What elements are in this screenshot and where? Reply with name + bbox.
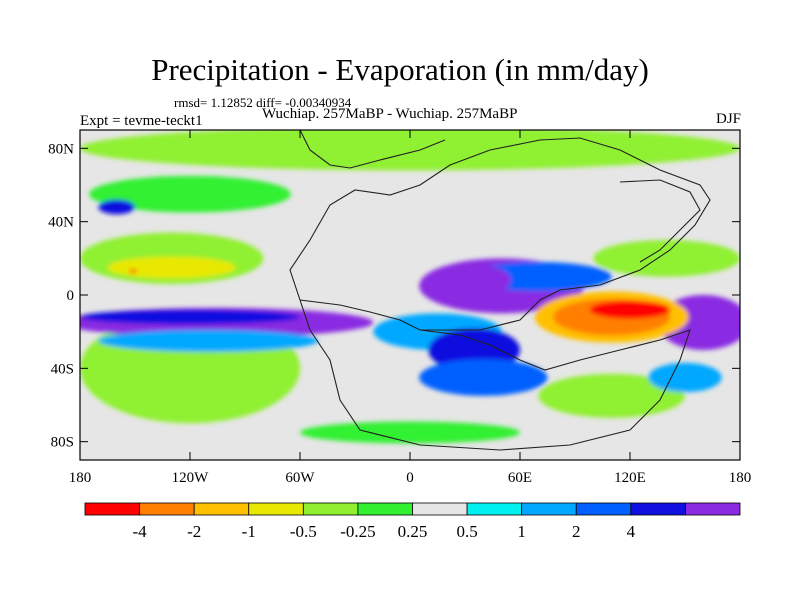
y-tick-label-0: 80N xyxy=(48,141,74,157)
colorbar-box-11 xyxy=(685,502,741,516)
y-axis: 80N 40N 0 40S 80S xyxy=(48,141,740,451)
field-region-6 xyxy=(593,240,740,277)
colorbar-box-6 xyxy=(412,502,468,516)
colorbar-box-3 xyxy=(248,502,304,516)
field-region-1 xyxy=(89,175,291,213)
expt-label: Expt = tevme-teckt1 xyxy=(80,113,203,129)
y-tick-label-1: 40N xyxy=(48,215,74,231)
field-region-9 xyxy=(300,421,520,444)
colorbar-box-1 xyxy=(139,502,195,516)
field-region-12 xyxy=(98,329,319,352)
runs-label: Wuchiap. 257MaBP - Wuchiap. 257MaBP xyxy=(262,106,518,122)
colorbar-box-8 xyxy=(521,502,577,516)
field-region-23 xyxy=(589,300,671,319)
colorbar-box-5 xyxy=(357,502,413,516)
x-tick-label-4: 60E xyxy=(508,470,532,486)
colorbar-label-7: 1 xyxy=(517,522,526,541)
colorbar-box-10 xyxy=(630,502,686,516)
colorbar-label-3: -0.5 xyxy=(290,522,317,541)
colorbar-box-7 xyxy=(466,502,523,516)
colorbar-label-8: 2 xyxy=(572,522,581,541)
colorbar-label-2: -1 xyxy=(242,522,256,541)
x-tick-label-2: 60W xyxy=(285,470,315,486)
coastlines xyxy=(289,130,711,451)
x-tick-label-1: 120W xyxy=(172,470,210,486)
colorbar-label-0: -4 xyxy=(132,522,147,541)
colorbar-label-4: -0.25 xyxy=(340,522,375,541)
x-tick-label-3: 0 xyxy=(406,470,414,486)
x-tick-label-0: 180 xyxy=(69,470,92,486)
y-tick-label-4: 80S xyxy=(51,435,74,451)
colorbar: -4 -2 -1 -0.5 -0.25 0.25 0.5 1 2 4 xyxy=(84,502,741,541)
colorbar-box-9 xyxy=(575,502,632,516)
field-region-17 xyxy=(455,265,511,296)
field-region-5 xyxy=(129,269,137,273)
colorbar-label-6: 0.5 xyxy=(456,522,477,541)
y-tick-label-2: 0 xyxy=(67,288,75,304)
x-tick-label-6: 180 xyxy=(729,470,752,486)
field-region-0 xyxy=(80,130,740,171)
field-region-8 xyxy=(538,373,686,418)
stats-label: rmsd= 1.12852 diff= -0.00340934 xyxy=(174,95,352,110)
colorbar-box-4 xyxy=(302,502,359,516)
season-label: DJF xyxy=(715,111,741,127)
colorbar-box-2 xyxy=(193,502,250,516)
x-axis: 180 120W 60W 0 60E 120E 180 xyxy=(69,130,752,486)
y-tick-label-3: 40S xyxy=(51,361,74,377)
colorbar-label-5: 0.25 xyxy=(398,522,428,541)
field-region-20 xyxy=(648,362,722,393)
x-tick-label-5: 120E xyxy=(614,470,646,486)
colorbar-label-9: 4 xyxy=(627,522,636,541)
colorbar-label-1: -2 xyxy=(187,522,201,541)
chart-title: Precipitation - Evaporation (in mm/day) xyxy=(151,52,649,87)
field-region-4 xyxy=(107,256,236,279)
colorbar-box-0 xyxy=(84,502,140,516)
field-region-18 xyxy=(419,359,548,396)
field-region-11 xyxy=(80,309,300,325)
field-region-2 xyxy=(98,199,135,215)
field-regions xyxy=(80,130,740,444)
